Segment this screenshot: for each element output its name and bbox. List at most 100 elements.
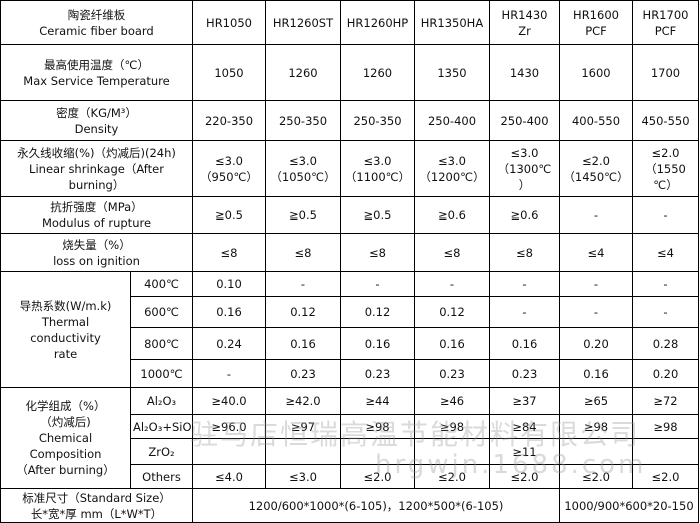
value-cell: ≥84 <box>489 414 560 439</box>
table-row: 永久线收缩(%)（灼减后)(24h) Linear shrinkage（Afte… <box>0 140 699 197</box>
value-cell: 1430 <box>489 44 560 101</box>
value-cell: ≤8 <box>489 233 560 272</box>
value-cell: ≤2.0 <box>632 464 699 489</box>
value-cell: - <box>265 271 341 297</box>
value-cell <box>340 438 415 465</box>
table-row: 标准尺寸（Standard Size） 长*宽*厚 mm（L*W*T） 1200… <box>0 488 699 523</box>
value-cell: 0.20 <box>559 327 633 360</box>
value-cell: ≤3.0 <box>265 464 341 489</box>
row-label: 最高使用温度（℃） Max Service Temperature <box>0 44 193 101</box>
value-cell: ≧0.5 <box>265 196 341 234</box>
value-cell: ≧0.6 <box>414 196 490 234</box>
value-cell: ≥37 <box>489 387 560 415</box>
table-row: 导热系数(W/m.k) Thermal conductivity rate 40… <box>0 271 699 388</box>
value-cell: - <box>632 271 699 297</box>
row-label: 烧失量（%） loss on ignition <box>0 233 193 272</box>
value-cell: ≥98 <box>414 414 490 439</box>
value-cell: - <box>489 296 560 328</box>
table-row: Others ≤4.0 ≤3.0 ≤2.0 ≤2.0 ≤2.0 ≤2.0 ≤2.… <box>1 464 699 489</box>
value-cell: 220-350 <box>192 100 266 141</box>
size-value-1: 1200/600*1000*(6-105)，1200*500*(6-105) <box>192 488 560 523</box>
sub-label: 1000℃ <box>130 359 193 388</box>
value-cell: ≤3.0 （1200℃） <box>414 140 490 197</box>
product-header: HR1260ST <box>265 0 341 45</box>
product-header: HR1430 Zr <box>489 0 560 45</box>
value-cell: 0.16 <box>340 327 415 360</box>
value-cell: 250-350 <box>265 100 341 141</box>
sub-label: 600℃ <box>130 296 193 328</box>
value-cell: ≥44 <box>340 387 415 415</box>
sub-label: Al₂O₃ <box>130 387 193 415</box>
value-cell: 0.16 <box>559 359 633 388</box>
value-cell: ≤2.0 <box>489 464 560 489</box>
value-cell: ≤8 <box>265 233 341 272</box>
value-cell: ≤4 <box>559 233 633 272</box>
table-row: ZrO₂ ≥11 <box>1 438 699 465</box>
row-label: 导热系数(W/m.k) Thermal conductivity rate <box>0 271 131 388</box>
value-cell: ≤2.0 （1450℃） <box>559 140 633 197</box>
value-cell: 0.20 <box>632 359 699 388</box>
value-cell <box>632 438 699 465</box>
value-cell: 0.12 <box>265 296 341 328</box>
value-cell: - <box>632 296 699 328</box>
value-cell: 0.28 <box>632 327 699 360</box>
value-cell: ≤8 <box>414 233 490 272</box>
value-cell: - <box>632 196 699 234</box>
size-value-2: 1000/900*600*20-150 <box>559 488 699 523</box>
row-label: 密度（KG/M³） Density <box>0 100 193 141</box>
value-cell: 0.12 <box>340 296 415 328</box>
value-cell: 1350 <box>414 44 490 101</box>
value-cell: ≥42.0 <box>265 387 341 415</box>
value-cell: 0.23 <box>265 359 341 388</box>
value-cell: - <box>559 271 633 297</box>
value-cell: ≤8 <box>340 233 415 272</box>
value-cell: ≥98 <box>559 414 633 439</box>
value-cell: - <box>559 196 633 234</box>
value-cell: 1260 <box>340 44 415 101</box>
table-row: 化学组成（%） （灼减后) Chemical Composition （Afte… <box>0 387 699 489</box>
value-cell <box>559 438 633 465</box>
sub-label: 800℃ <box>130 327 193 360</box>
value-cell: 0.16 <box>489 327 560 360</box>
row-label: 永久线收缩(%)（灼减后)(24h) Linear shrinkage（Afte… <box>0 140 193 197</box>
value-cell: 0.16 <box>414 327 490 360</box>
value-cell: ≥11 <box>489 438 560 465</box>
value-cell: 1600 <box>559 44 633 101</box>
value-cell: 0.24 <box>192 327 266 360</box>
value-cell: 1700 <box>632 44 699 101</box>
value-cell: ≤2.0 <box>414 464 490 489</box>
row-label: 标准尺寸（Standard Size） 长*宽*厚 mm（L*W*T） <box>0 488 193 523</box>
row-label: 化学组成（%） （灼减后) Chemical Composition （Afte… <box>0 387 131 489</box>
product-header: HR1050 <box>192 0 266 45</box>
table-row: 密度（KG/M³） Density 220-350 250-350 250-35… <box>0 100 699 141</box>
value-cell: ≤4.0 <box>192 464 266 489</box>
value-cell <box>192 438 266 465</box>
value-cell <box>265 438 341 465</box>
sub-label: ZrO₂ <box>130 438 193 465</box>
value-cell: ≥72 <box>632 387 699 415</box>
value-cell: 0.16 <box>265 327 341 360</box>
value-cell: ≤3.0 （1050℃） <box>265 140 341 197</box>
value-cell: 0.23 <box>414 359 490 388</box>
product-header: HR1700 PCF <box>632 0 699 45</box>
header-row: 陶瓷纤维板 Ceramic fiber board HR1050 HR1260S… <box>0 0 699 45</box>
value-cell: 0.16 <box>192 296 266 328</box>
sub-label: 400℃ <box>130 271 193 297</box>
product-header: HR1600 PCF <box>559 0 633 45</box>
table-row: 最高使用温度（℃） Max Service Temperature 1050 1… <box>0 44 699 101</box>
value-cell: ≤2.0 （1550 ℃） <box>632 140 699 197</box>
sub-label: Al₂O₃+SiO₂ <box>130 414 193 439</box>
value-cell: ≤3.0 （950℃） <box>192 140 266 197</box>
value-cell: 250-400 <box>414 100 490 141</box>
value-cell: ≧0.5 <box>340 196 415 234</box>
value-cell: 1260 <box>265 44 341 101</box>
table-row: 1000℃ - 0.23 0.23 0.23 0.23 0.16 0.20 <box>1 359 699 388</box>
value-cell: ≤2.0 <box>340 464 415 489</box>
value-cell: ≤3.0 （1300℃） <box>489 140 560 197</box>
value-cell: ≤2.0 <box>559 464 633 489</box>
table-row: 600℃ 0.16 0.12 0.12 0.12 - - - <box>1 296 699 328</box>
value-cell: ≥98 <box>340 414 415 439</box>
value-cell: ≥97 <box>265 414 341 439</box>
row-label: 抗折强度（MPa） Modulus of rupture <box>0 196 193 234</box>
